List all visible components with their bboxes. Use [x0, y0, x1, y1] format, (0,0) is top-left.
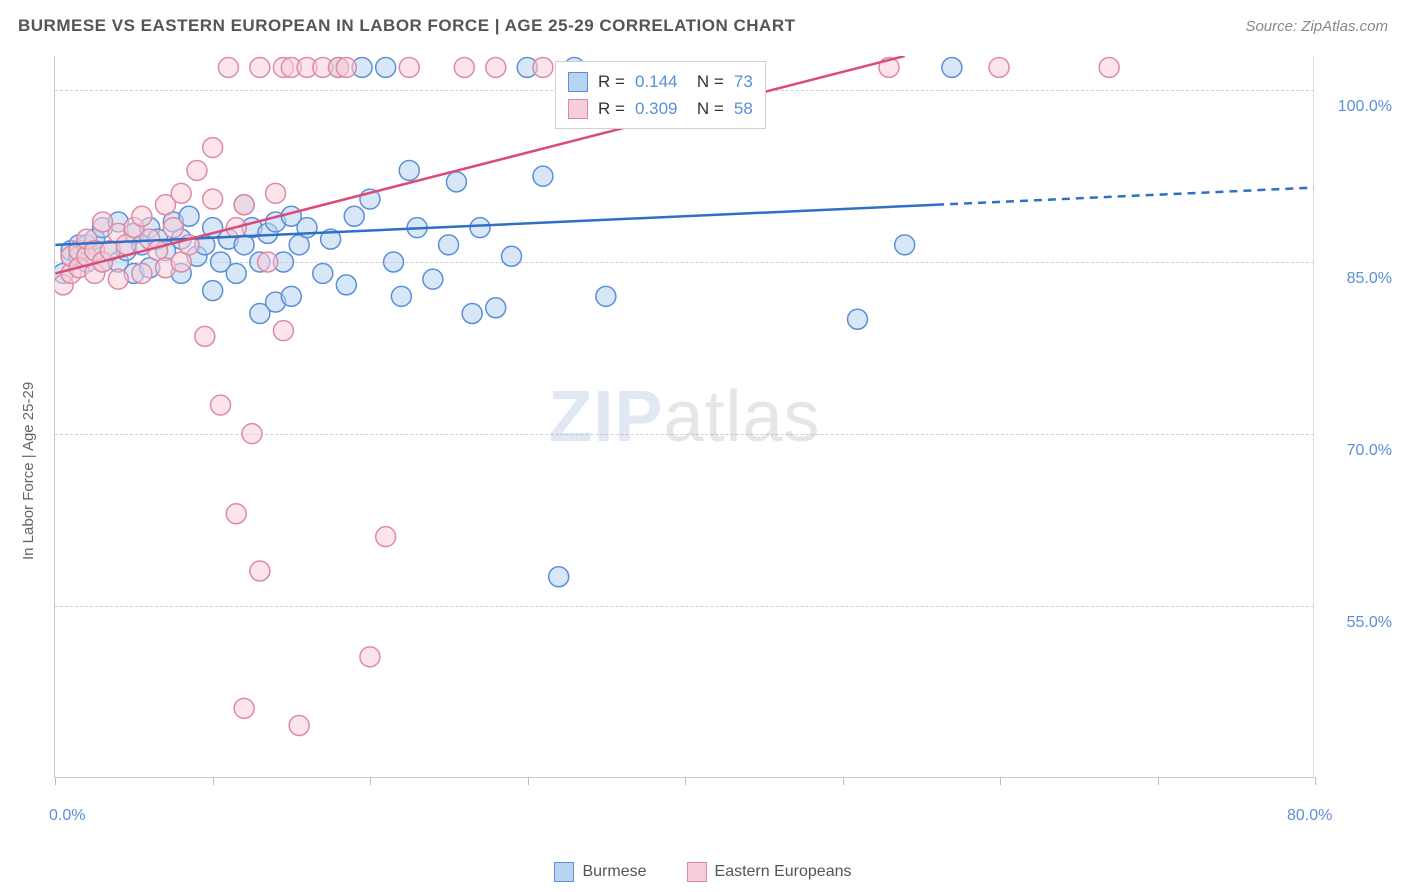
scatter-point — [533, 57, 553, 77]
trend-line — [55, 56, 904, 273]
scatter-point — [895, 235, 915, 255]
scatter-point — [989, 57, 1009, 77]
series-legend: Burmese Eastern Europeans — [0, 862, 1406, 882]
legend-swatch — [687, 862, 707, 882]
y-axis-label: In Labor Force | Age 25-29 — [20, 382, 37, 560]
scatter-point — [336, 275, 356, 295]
x-tick — [528, 777, 529, 785]
x-tick — [370, 777, 371, 785]
scatter-point — [203, 189, 223, 209]
y-tick-label: 100.0% — [1338, 98, 1392, 116]
legend-swatch-eastern-european — [568, 99, 588, 119]
scatter-point — [384, 252, 404, 272]
scatter-point — [234, 195, 254, 215]
scatter-point — [399, 57, 419, 77]
legend-swatch — [554, 862, 574, 882]
legend-label: Burmese — [582, 863, 646, 881]
scatter-point — [250, 57, 270, 77]
legend-item: Burmese — [554, 862, 646, 882]
scatter-point — [242, 424, 262, 444]
scatter-point — [289, 716, 309, 736]
scatter-point — [250, 561, 270, 581]
scatter-point — [226, 504, 246, 524]
scatter-point — [163, 218, 183, 238]
scatter-point — [399, 160, 419, 180]
legend-label: Eastern Europeans — [715, 863, 852, 881]
x-tick — [1000, 777, 1001, 785]
x-tick — [1315, 777, 1316, 785]
scatter-point — [187, 160, 207, 180]
scatter-point — [203, 138, 223, 158]
correlation-legend: R = 0.144 N = 73 R = 0.309 N = 58 — [555, 61, 766, 129]
scatter-point — [132, 263, 152, 283]
scatter-point — [423, 269, 443, 289]
scatter-point — [596, 286, 616, 306]
scatter-point — [376, 527, 396, 547]
scatter-point — [533, 166, 553, 186]
scatter-point — [203, 281, 223, 301]
scatter-point — [171, 183, 191, 203]
chart-title: BURMESE VS EASTERN EUROPEAN IN LABOR FOR… — [18, 16, 796, 36]
scatter-point — [502, 246, 522, 266]
scatter-point — [234, 698, 254, 718]
y-tick-label: 85.0% — [1347, 270, 1392, 288]
trend-line-extrapolated — [936, 188, 1313, 205]
scatter-point — [266, 183, 286, 203]
x-tick — [685, 777, 686, 785]
scatter-point — [226, 263, 246, 283]
x-tick-label: 0.0% — [49, 807, 85, 825]
source-attribution: Source: ZipAtlas.com — [1245, 18, 1388, 35]
scatter-point — [211, 395, 231, 415]
scatter-point — [486, 57, 506, 77]
x-tick — [213, 777, 214, 785]
scatter-point — [470, 218, 490, 238]
scatter-point — [391, 286, 411, 306]
scatter-point — [132, 206, 152, 226]
y-tick-label: 70.0% — [1347, 442, 1392, 460]
x-tick — [55, 777, 56, 785]
x-tick — [1158, 777, 1159, 785]
scatter-point — [942, 57, 962, 77]
scatter-point — [313, 263, 333, 283]
scatter-point — [281, 286, 301, 306]
scatter-point — [336, 57, 356, 77]
legend-item: Eastern Europeans — [687, 862, 852, 882]
scatter-point — [218, 57, 238, 77]
scatter-point — [344, 206, 364, 226]
scatter-point — [195, 326, 215, 346]
scatter-chart-svg — [55, 56, 1314, 777]
y-tick-label: 55.0% — [1347, 614, 1392, 632]
scatter-point — [258, 252, 278, 272]
scatter-point — [454, 57, 474, 77]
scatter-point — [376, 57, 396, 77]
scatter-point — [848, 309, 868, 329]
x-tick-label: 80.0% — [1287, 807, 1332, 825]
scatter-point — [108, 269, 128, 289]
scatter-point — [439, 235, 459, 255]
scatter-point — [360, 647, 380, 667]
scatter-point — [446, 172, 466, 192]
scatter-point — [486, 298, 506, 318]
legend-swatch-burmese — [568, 72, 588, 92]
scatter-point — [1099, 57, 1119, 77]
scatter-point — [273, 321, 293, 341]
scatter-point — [549, 567, 569, 587]
plot-area: ZIPatlas R = 0.144 N = 73 R = 0.309 N = … — [54, 56, 1314, 778]
scatter-point — [462, 304, 482, 324]
x-tick — [843, 777, 844, 785]
